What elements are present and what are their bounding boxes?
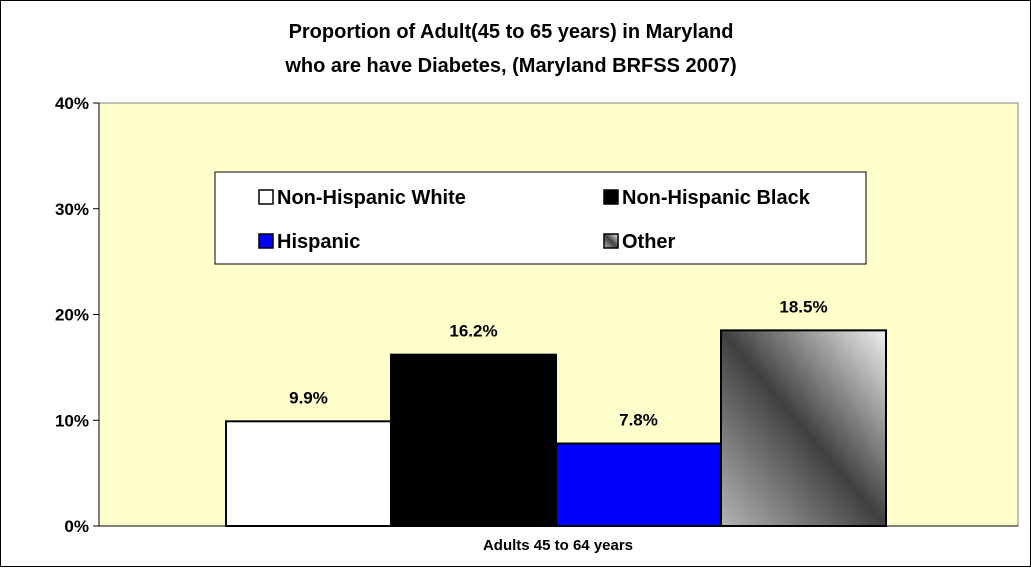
legend-items: Non-Hispanic White Non-Hispanic Black Hisp…: [258, 187, 811, 253]
legend-label: Non-Hispanic Black: [622, 187, 811, 209]
y-tick-label: 20%: [55, 306, 89, 325]
legend-label: Non-Hispanic White: [277, 187, 466, 209]
legend: Non-Hispanic White Non-Hispanic Black Hisp…: [214, 171, 867, 265]
legend-swatch: [603, 189, 619, 205]
x-tick-label: Adults 45 to 64 years: [483, 537, 633, 554]
bars: [225, 329, 887, 528]
legend-swatch: [603, 233, 619, 249]
legend-label: Other: [622, 231, 676, 253]
chart-title-line-1: Proportion of Adult(45 to 65 years) in M…: [289, 21, 734, 43]
bar-other: [720, 329, 887, 527]
bar-non-hispanic-black: [390, 353, 557, 527]
data-label: 16.2%: [449, 322, 497, 341]
data-label: 7.8%: [619, 411, 658, 430]
chart-title-line-2: who are have Diabetes, (Maryland BRFSS 2…: [284, 55, 736, 77]
legend-swatch: [258, 233, 274, 249]
bar-non-hispanic-white: [225, 420, 392, 527]
y-tick-label: 10%: [55, 411, 89, 430]
legend-box: [214, 171, 867, 265]
y-tick-label: 0%: [64, 517, 89, 536]
legend-label: Hispanic: [277, 231, 360, 253]
data-label: 9.9%: [289, 388, 328, 407]
data-labels: 9.9% 16.2% 7.8% 18.5%: [289, 297, 827, 429]
y-tick-label: 30%: [55, 200, 89, 219]
legend-swatch: [258, 189, 274, 205]
bar-hispanic: [555, 442, 722, 528]
y-tick-label: 40%: [55, 94, 89, 113]
data-label: 18.5%: [779, 297, 827, 316]
